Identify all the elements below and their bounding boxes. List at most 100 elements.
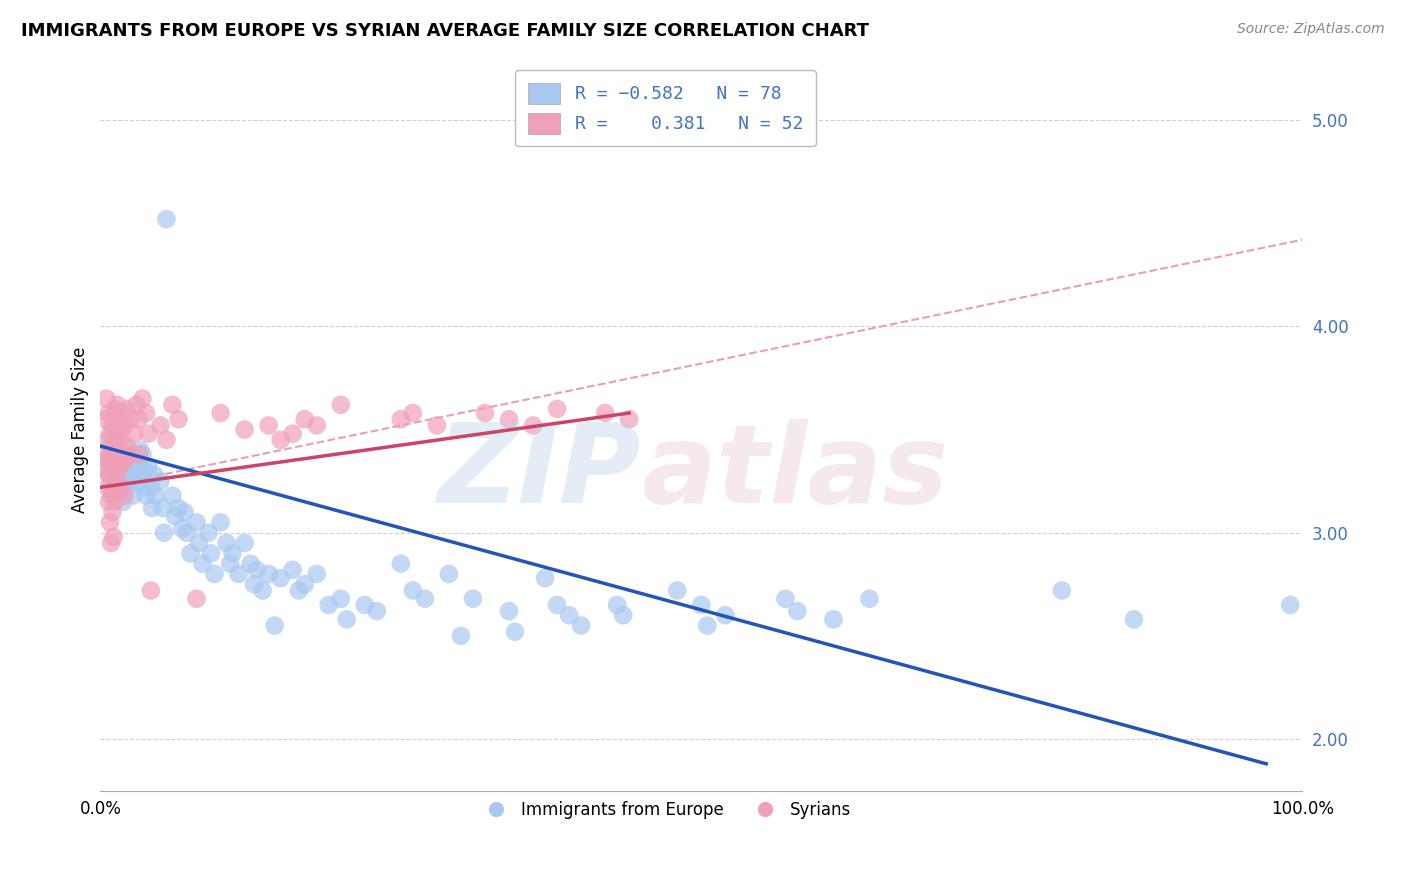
Point [108,426,131,441]
Point [450,629,472,643]
Point [215,536,238,550]
Point [101,418,124,433]
Point [107,447,129,461]
Legend: Immigrants from Europe, Syrians: Immigrants from Europe, Syrians [472,794,858,826]
Point [1050,583,1073,598]
Point [228,566,250,581]
Point [100,489,122,503]
Point [107,484,129,499]
Point [173,505,195,519]
Point [97,480,120,494]
Point [617,412,640,426]
Point [97,453,120,467]
Point [149,474,172,488]
Point [138,459,160,474]
Point [402,406,425,420]
Point [118,474,141,488]
Point [1279,598,1302,612]
Text: IMMIGRANTS FROM EUROPE VS SYRIAN AVERAGE FAMILY SIZE CORRELATION CHART: IMMIGRANTS FROM EUROPE VS SYRIAN AVERAGE… [21,22,869,40]
Point [115,439,138,453]
Text: Source: ZipAtlas.com: Source: ZipAtlas.com [1237,22,1385,37]
Point [187,536,209,550]
Point [103,530,125,544]
Point [135,406,157,420]
Point [111,467,134,482]
Point [100,536,122,550]
Point [120,447,142,461]
Point [100,480,122,494]
Point [121,467,143,482]
Point [96,464,118,478]
Point [162,398,184,412]
Point [558,608,581,623]
Point [413,591,436,606]
Point [353,598,375,612]
Point [696,618,718,632]
Point [110,480,132,494]
Point [117,453,139,467]
Point [389,557,412,571]
Point [128,474,150,488]
Point [115,401,138,416]
Point [209,516,232,530]
Point [153,525,176,540]
Point [179,546,201,560]
Point [105,433,128,447]
Point [104,443,127,458]
Point [120,447,142,461]
Point [204,566,226,581]
Point [96,392,118,406]
Point [336,612,359,626]
Point [128,412,150,426]
Point [125,453,148,467]
Point [112,495,135,509]
Point [120,412,142,426]
Point [94,412,117,426]
Point [105,467,128,482]
Point [329,591,352,606]
Point [114,464,136,478]
Point [108,459,131,474]
Point [108,484,131,499]
Point [101,464,124,478]
Point [281,563,304,577]
Point [98,467,121,482]
Point [263,618,285,632]
Point [121,489,143,503]
Point [786,604,808,618]
Point [129,443,152,458]
Point [101,447,124,461]
Point [104,433,127,447]
Point [186,591,208,606]
Point [569,618,592,632]
Point [104,401,127,416]
Point [134,464,156,478]
Point [823,612,845,626]
Point [167,500,190,515]
Point [111,423,134,437]
Point [115,480,138,494]
Point [145,489,167,503]
Point [243,577,266,591]
Point [257,418,280,433]
Point [612,608,634,623]
Point [858,591,880,606]
Point [437,566,460,581]
Point [112,489,135,503]
Point [93,447,115,461]
Point [498,604,520,618]
Point [690,598,713,612]
Point [162,489,184,503]
Point [98,426,121,441]
Point [131,447,153,461]
Point [110,443,132,458]
Point [149,418,172,433]
Point [97,495,120,509]
Point [233,536,256,550]
Text: ZIP: ZIP [437,419,641,526]
Point [498,412,520,426]
Point [305,566,328,581]
Point [141,500,163,515]
Point [103,489,125,503]
Point [112,439,135,453]
